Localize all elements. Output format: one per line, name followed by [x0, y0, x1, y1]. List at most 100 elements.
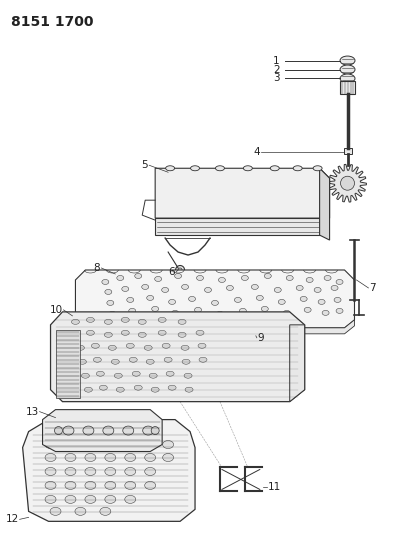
Ellipse shape — [162, 343, 170, 348]
Ellipse shape — [340, 56, 355, 65]
Ellipse shape — [85, 441, 96, 449]
Polygon shape — [76, 320, 355, 334]
Ellipse shape — [55, 426, 62, 434]
Ellipse shape — [125, 467, 136, 475]
Ellipse shape — [300, 296, 307, 301]
Ellipse shape — [75, 507, 86, 515]
Ellipse shape — [212, 301, 219, 305]
Ellipse shape — [313, 166, 322, 171]
Ellipse shape — [138, 319, 146, 325]
Ellipse shape — [169, 300, 175, 304]
Text: 3: 3 — [273, 74, 280, 84]
Ellipse shape — [72, 319, 79, 325]
Ellipse shape — [85, 481, 96, 489]
Polygon shape — [237, 325, 255, 333]
Text: 9: 9 — [258, 333, 264, 343]
Ellipse shape — [143, 426, 154, 435]
Ellipse shape — [45, 467, 56, 475]
Ellipse shape — [178, 333, 186, 337]
Ellipse shape — [241, 276, 248, 280]
Polygon shape — [320, 168, 330, 240]
Ellipse shape — [114, 373, 122, 378]
Ellipse shape — [152, 306, 159, 311]
Ellipse shape — [147, 295, 154, 301]
Ellipse shape — [252, 285, 259, 289]
Ellipse shape — [178, 319, 186, 325]
Ellipse shape — [340, 65, 355, 74]
Ellipse shape — [125, 495, 136, 503]
Text: 8151 1700: 8151 1700 — [11, 15, 93, 29]
Ellipse shape — [278, 300, 285, 304]
Ellipse shape — [142, 285, 149, 289]
Ellipse shape — [264, 273, 271, 278]
Ellipse shape — [117, 276, 124, 280]
Text: 10: 10 — [49, 305, 62, 315]
Text: 4: 4 — [253, 147, 260, 157]
Ellipse shape — [189, 296, 196, 301]
Ellipse shape — [121, 317, 129, 322]
Ellipse shape — [194, 308, 201, 312]
Ellipse shape — [135, 273, 142, 278]
FancyBboxPatch shape — [344, 148, 351, 154]
Ellipse shape — [122, 286, 129, 292]
Ellipse shape — [144, 345, 152, 350]
Polygon shape — [155, 168, 330, 218]
Ellipse shape — [45, 481, 56, 489]
Text: 1: 1 — [273, 55, 280, 66]
Ellipse shape — [109, 311, 116, 317]
Ellipse shape — [145, 481, 156, 489]
Ellipse shape — [181, 345, 189, 350]
Ellipse shape — [146, 359, 154, 364]
Ellipse shape — [336, 279, 343, 285]
Ellipse shape — [158, 330, 166, 335]
Ellipse shape — [109, 345, 116, 350]
Ellipse shape — [107, 301, 114, 305]
Ellipse shape — [234, 297, 241, 302]
Ellipse shape — [219, 278, 225, 282]
Ellipse shape — [65, 454, 76, 462]
Ellipse shape — [116, 387, 124, 392]
Ellipse shape — [45, 441, 56, 449]
Ellipse shape — [164, 357, 172, 362]
Ellipse shape — [166, 371, 174, 376]
Ellipse shape — [158, 317, 166, 322]
Ellipse shape — [104, 333, 112, 337]
Text: 2: 2 — [273, 64, 280, 75]
Polygon shape — [43, 410, 162, 451]
Ellipse shape — [191, 166, 199, 171]
Ellipse shape — [145, 454, 156, 462]
Polygon shape — [328, 164, 367, 202]
Ellipse shape — [217, 311, 224, 317]
Ellipse shape — [105, 289, 112, 294]
Ellipse shape — [182, 285, 189, 289]
Ellipse shape — [175, 265, 185, 274]
Ellipse shape — [63, 426, 74, 435]
Ellipse shape — [72, 333, 79, 337]
Ellipse shape — [318, 300, 325, 304]
Ellipse shape — [45, 495, 56, 503]
Ellipse shape — [205, 287, 212, 293]
Ellipse shape — [93, 357, 102, 362]
Ellipse shape — [293, 166, 302, 171]
Ellipse shape — [185, 387, 193, 392]
Ellipse shape — [215, 166, 224, 171]
Ellipse shape — [85, 467, 96, 475]
Ellipse shape — [84, 387, 92, 392]
Text: 6: 6 — [169, 267, 175, 277]
Ellipse shape — [105, 495, 116, 503]
Ellipse shape — [261, 306, 268, 311]
Ellipse shape — [324, 276, 331, 280]
Ellipse shape — [322, 310, 329, 316]
Ellipse shape — [104, 319, 112, 325]
Ellipse shape — [196, 276, 203, 280]
Ellipse shape — [129, 309, 136, 313]
Ellipse shape — [149, 373, 157, 378]
Ellipse shape — [341, 176, 355, 190]
Text: 8: 8 — [94, 263, 100, 273]
Ellipse shape — [306, 278, 313, 282]
Ellipse shape — [76, 345, 84, 350]
Ellipse shape — [103, 426, 114, 435]
Ellipse shape — [175, 273, 182, 278]
Polygon shape — [51, 312, 305, 402]
Text: 7: 7 — [369, 283, 376, 293]
